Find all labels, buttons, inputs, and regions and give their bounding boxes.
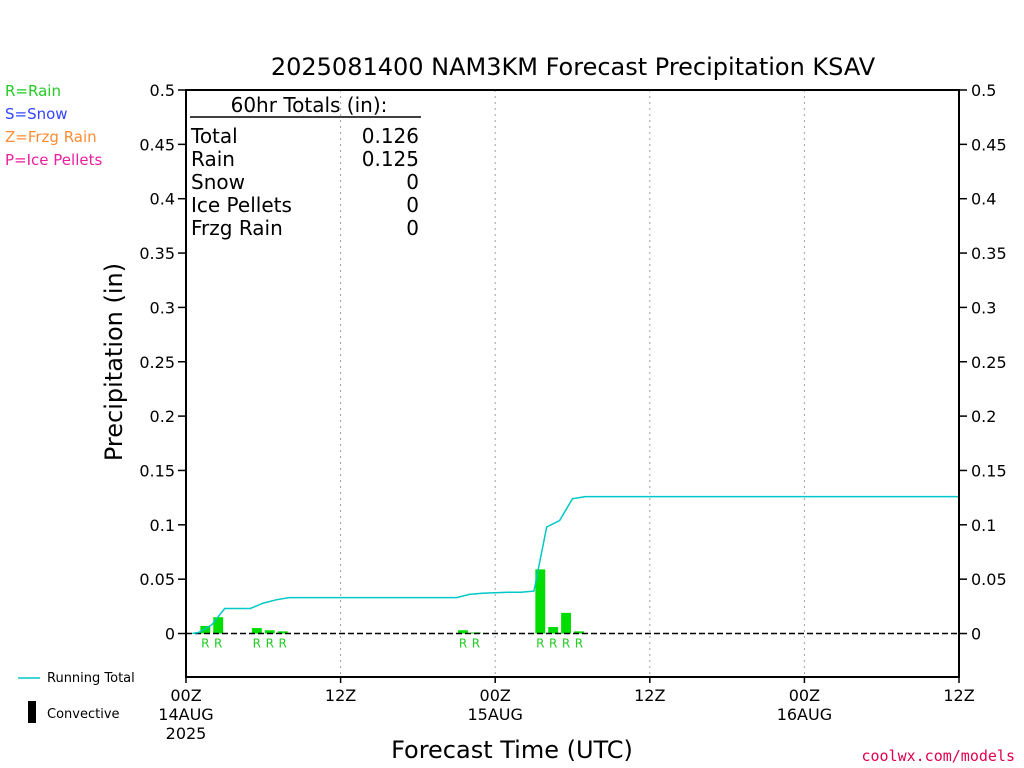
y-axis-right: 0 0.05 0.1 0.15 0.2 0.25 0.3 0.35 0.4 0.45 0.5: [959, 81, 1007, 644]
ptype-legend-item: R=Rain: [5, 82, 61, 100]
convective-swatch: [28, 701, 36, 723]
totals-row-label: Total: [190, 124, 238, 148]
y-tick-label-right: 0.05: [971, 570, 1007, 589]
totals-row-value: 0.126: [362, 124, 419, 148]
y-tick-label-right: 0.25: [971, 353, 1007, 372]
totals-rows: Total 0.126 Rain 0.125 Snow 0 Ice Pellets 0 Frzg…: [190, 124, 419, 240]
convective-legend-label: Convective: [47, 707, 120, 722]
ptype-legend-item: P=Ice Pellets: [5, 151, 102, 169]
y-tick-label-right: 0.15: [971, 461, 1007, 480]
precip-bar: [251, 628, 262, 634]
y-tick-label: 0.4: [150, 190, 175, 209]
y-tick-label: 0: [165, 625, 175, 644]
x-tick-date: 15AUG: [467, 705, 522, 724]
y-tick-label: 0.5: [150, 81, 175, 100]
y-tick-label-right: 0: [971, 625, 981, 644]
ptype-label: R: [278, 637, 286, 651]
precip-bar: [574, 631, 584, 634]
x-tick-label: 12Z: [325, 686, 356, 705]
ptype-label: R: [253, 637, 261, 651]
x-axis-label: Forecast Time (UTC): [391, 736, 633, 764]
totals-row-label: Rain: [191, 147, 235, 171]
y-tick-label: 0.25: [139, 353, 175, 372]
x-tick-label: 00Z: [170, 686, 201, 705]
totals-row-value: 0.125: [362, 147, 419, 171]
ptype-label: R: [472, 637, 480, 651]
y-tick-label-right: 0.1: [971, 516, 996, 535]
precip-bar: [277, 631, 288, 634]
chart-title: 2025081400 NAM3KM Forecast Precipitation…: [271, 53, 876, 81]
totals-row-value: 0: [406, 216, 419, 240]
y-tick-label-right: 0.3: [971, 298, 996, 317]
x-tick-label: 12Z: [634, 686, 665, 705]
totals-box: 60hr Totals (in): Total 0.126 Rain 0.125 Sno…: [190, 93, 421, 240]
precip-bar: [548, 626, 559, 634]
totals-row-label: Snow: [191, 170, 245, 194]
running-total-line: [192, 495, 959, 635]
ptype-label: R: [201, 637, 209, 651]
credit-text: coolwx.com/models: [861, 747, 1015, 765]
precip-bar: [561, 612, 571, 634]
grid-lines: [340, 90, 805, 677]
y-tick-label: 0.15: [139, 461, 175, 480]
y-tick-label: 0.45: [139, 135, 175, 154]
totals-row-value: 0: [406, 193, 419, 217]
y-tick-label: 0.05: [139, 570, 175, 589]
precip-bar: [264, 630, 275, 634]
precip-bar: [535, 569, 546, 634]
y-tick-label: 0.3: [150, 298, 175, 317]
x-tick-label: 00Z: [789, 686, 820, 705]
y-tick-label: 0.35: [139, 244, 175, 263]
x-tick-date: 16AUG: [777, 705, 832, 724]
ptype-label: R: [549, 637, 557, 651]
y-tick-label: 0.2: [150, 407, 175, 426]
ptype-label: R: [562, 637, 570, 651]
totals-header: 60hr Totals (in):: [231, 93, 388, 117]
ptype-label: R: [536, 637, 544, 651]
x-tick-year: 2025: [166, 724, 207, 743]
x-tick-date: 14AUG: [158, 705, 213, 724]
bottom-legend: Running Total Convective: [18, 671, 135, 723]
y-axis-label: Precipitation (in): [100, 263, 128, 461]
ptype-label: R: [459, 637, 467, 651]
y-axis-left: 0 0.05 0.1 0.15 0.2 0.25 0.3 0.35 0.4 0.45 0.5: [139, 81, 186, 644]
ptype-label: R: [575, 637, 583, 651]
x-tick-label: 12Z: [943, 686, 974, 705]
ptype-legend: R=Rain S=Snow Z=Frzg Rain P=Ice Pellets: [5, 82, 102, 169]
precip-bar: [213, 617, 224, 634]
ptype-label: R: [266, 637, 274, 651]
y-tick-label-right: 0.2: [971, 407, 996, 426]
y-tick-label-right: 0.5: [971, 81, 996, 100]
ptype-label: R: [214, 637, 222, 651]
running-total-legend-label: Running Total: [47, 671, 135, 686]
totals-row-value: 0: [406, 170, 419, 194]
precip-bar: [458, 630, 468, 634]
y-tick-label-right: 0.45: [971, 135, 1007, 154]
y-tick-label-right: 0.4: [971, 190, 996, 209]
ptype-legend-item: Z=Frzg Rain: [5, 128, 97, 146]
plot-frame: [185, 89, 960, 678]
totals-row-label: Frzg Rain: [191, 216, 283, 240]
x-tick-label: 00Z: [480, 686, 511, 705]
y-tick-label-right: 0.35: [971, 244, 1007, 263]
totals-row-label: Ice Pellets: [191, 193, 292, 217]
ptype-legend-item: S=Snow: [5, 105, 68, 123]
y-tick-label: 0.1: [150, 516, 175, 535]
bars: [200, 569, 584, 634]
precip-bar: [200, 625, 211, 634]
